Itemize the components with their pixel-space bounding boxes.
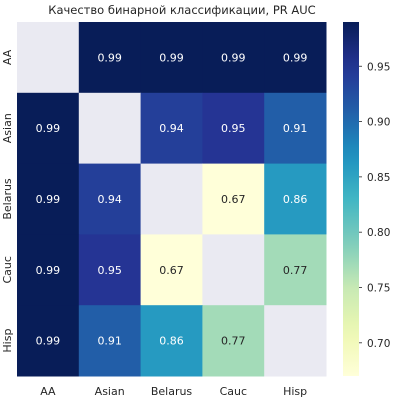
y-tick-label: Belarus bbox=[1, 178, 14, 220]
heatmap-cell bbox=[78, 163, 142, 235]
y-tick-label: Hisp bbox=[1, 329, 14, 353]
cell-value-label: 0.99 bbox=[36, 193, 61, 206]
heatmap-cell-empty bbox=[202, 234, 265, 306]
chart-title: Качество бинарной классификации, PR AUC bbox=[48, 3, 315, 17]
x-tick-label: Hisp bbox=[283, 385, 307, 398]
x-tick-label: AA bbox=[40, 385, 56, 398]
cell-value-label: 0.77 bbox=[221, 335, 246, 348]
cell-value-label: 0.99 bbox=[283, 51, 308, 64]
heatmap-cell bbox=[140, 305, 203, 377]
heatmap-cell bbox=[264, 92, 327, 165]
cell-value-label: 0.67 bbox=[159, 264, 184, 277]
cell-value-label: 0.77 bbox=[283, 264, 308, 277]
cell-value-label: 0.99 bbox=[36, 264, 61, 277]
heatmap-cell bbox=[202, 22, 265, 94]
colorbar-tick-label: 0.95 bbox=[367, 61, 390, 73]
cell-value-label: 0.94 bbox=[97, 193, 122, 206]
cell-value-label: 0.86 bbox=[159, 335, 184, 348]
colorbar-tick-label: 0.75 bbox=[367, 283, 390, 295]
heatmap-cell bbox=[202, 92, 265, 165]
heatmap-cell-empty bbox=[17, 22, 80, 94]
heatmap-cell-empty bbox=[264, 305, 327, 377]
colorbar-tick-label: 0.90 bbox=[367, 117, 390, 129]
cell-value-label: 0.95 bbox=[221, 122, 246, 135]
heatmap-cells bbox=[17, 22, 327, 377]
heatmap-cell bbox=[78, 305, 142, 377]
y-axis-tick-labels: AA Asian Belarus Cauc Hisp bbox=[1, 49, 14, 352]
cell-value-labels: 0.99 0.99 0.99 0.99 0.99 0.94 0.95 0.91 0.99 0.94… bbox=[36, 51, 308, 347]
heatmap-cell bbox=[264, 163, 327, 235]
cell-value-label: 0.91 bbox=[283, 122, 308, 135]
colorbar-tick-label: 0.80 bbox=[367, 227, 390, 239]
heatmap-cell bbox=[17, 163, 80, 235]
colorbar-tick-labels: 0.70 0.75 0.80 0.85 0.90 0.95 bbox=[359, 61, 390, 350]
cell-value-label: 0.67 bbox=[221, 193, 246, 206]
x-tick-label: Cauc bbox=[220, 385, 247, 398]
x-tick-label: Belarus bbox=[151, 385, 193, 398]
colorbar-tick-label: 0.85 bbox=[367, 172, 390, 184]
heatmap-cell bbox=[140, 22, 203, 94]
heatmap-cell bbox=[264, 22, 327, 94]
heatmap-cell-empty bbox=[78, 92, 142, 165]
y-tick-label: AA bbox=[1, 49, 14, 65]
colorbar bbox=[343, 22, 359, 376]
cell-value-label: 0.99 bbox=[36, 335, 61, 348]
heatmap-cell bbox=[78, 234, 142, 306]
heatmap-cell bbox=[17, 305, 80, 377]
x-tick-label: Asian bbox=[95, 385, 125, 398]
heatmap-cell bbox=[17, 92, 80, 165]
cell-value-label: 0.86 bbox=[283, 193, 308, 206]
heatmap-cell bbox=[140, 92, 203, 165]
y-tick-label: Asian bbox=[1, 113, 14, 143]
colorbar-tick-label: 0.70 bbox=[367, 338, 390, 350]
cell-value-label: 0.95 bbox=[97, 264, 122, 277]
cell-value-label: 0.99 bbox=[159, 51, 184, 64]
heatmap-cell bbox=[140, 234, 203, 306]
y-tick-label: Cauc bbox=[1, 256, 14, 283]
heatmap-cell bbox=[202, 305, 265, 377]
colorbar-gradient bbox=[343, 22, 359, 376]
heatmap-cell bbox=[78, 22, 142, 94]
cell-value-label: 0.94 bbox=[159, 122, 184, 135]
heatmap-cell-empty bbox=[140, 163, 203, 235]
heatmap-cell bbox=[17, 234, 80, 306]
cell-value-label: 0.99 bbox=[36, 122, 61, 135]
cell-value-label: 0.99 bbox=[97, 51, 122, 64]
heatmap-cell bbox=[202, 163, 265, 235]
cell-value-label: 0.99 bbox=[221, 51, 246, 64]
cell-value-label: 0.91 bbox=[97, 335, 122, 348]
x-axis-tick-labels: AA Asian Belarus Cauc Hisp bbox=[40, 385, 307, 398]
heatmap-cell bbox=[264, 234, 327, 306]
